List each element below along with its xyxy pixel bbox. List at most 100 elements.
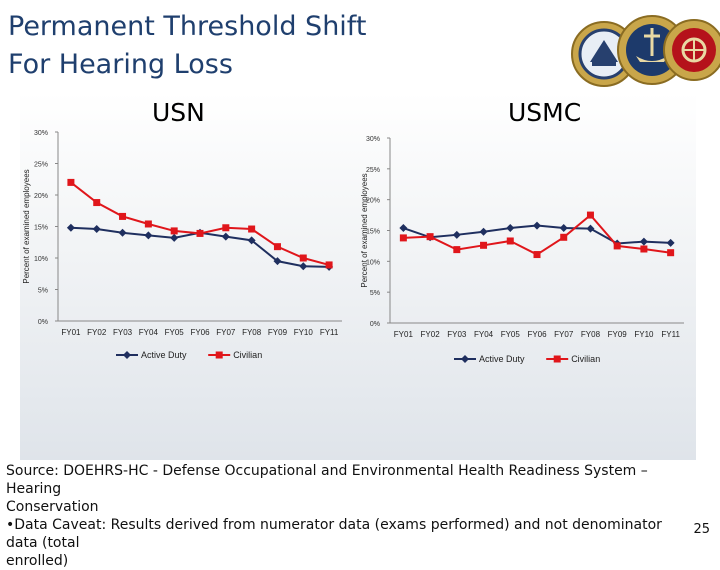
y-tick-label: 0% <box>38 319 48 326</box>
active-duty-point <box>170 233 179 242</box>
active-duty-point <box>452 230 461 239</box>
footnote-line3: •Data Caveat: Results derived from numer… <box>6 517 662 551</box>
legend-marker-active-duty <box>461 355 469 363</box>
x-tick-label: FY09 <box>268 328 288 337</box>
series-line-civilian <box>403 213 671 256</box>
service-seals <box>570 6 720 98</box>
active-duty-point <box>66 223 75 232</box>
active-duty-point <box>144 231 153 240</box>
active-duty-point <box>247 236 256 245</box>
civilian-point <box>506 237 514 245</box>
x-tick-label: FY07 <box>216 328 236 337</box>
x-tick-label: FY04 <box>474 330 494 339</box>
civilian-point <box>399 234 407 242</box>
active-duty-point <box>586 224 595 233</box>
x-tick-label: FY05 <box>165 328 185 337</box>
civilian-point <box>640 245 648 253</box>
x-tick-label: FY03 <box>113 328 133 337</box>
y-tick-label: 10% <box>366 259 380 266</box>
usn-line-chart: 0% 5% 10% 15% 20% 25% 30% FY01 FY02 FY03 FY04 FY05 F… <box>22 130 342 360</box>
civilian-point <box>170 227 178 235</box>
footnote-line1: Source: DOEHRS-HC - Defense Occupational… <box>6 463 648 497</box>
x-tick-label: FY01 <box>394 330 414 339</box>
footnote-line2: Conservation <box>6 499 99 515</box>
y-axis-label: Percent of examined employees <box>360 173 369 287</box>
y-tick-label: 30% <box>34 130 48 137</box>
civilian-point <box>67 178 75 186</box>
footnote-line4: enrolled) <box>6 553 69 569</box>
x-tick-label: FY01 <box>61 328 81 337</box>
page-number: 25 <box>693 522 710 537</box>
usmc-chart-title: USMC <box>508 98 582 127</box>
x-tick-label: FY05 <box>501 330 521 339</box>
legend-label: Civilian <box>233 350 262 360</box>
marine-corps-seal-logo <box>663 19 720 81</box>
civilian-point <box>248 225 256 233</box>
civilian-point <box>144 220 152 228</box>
chart-panel <box>20 92 696 460</box>
x-tick-label: FY02 <box>87 328 107 337</box>
legend-label: Active Duty <box>479 354 525 364</box>
y-tick-label: 25% <box>366 167 380 174</box>
legend-label: Active Duty <box>141 350 187 360</box>
y-tick-label: 25% <box>34 162 48 169</box>
x-tick-label: FY03 <box>447 330 467 339</box>
civilian-point <box>273 243 281 251</box>
active-duty-point <box>559 224 568 233</box>
x-tick-label: FY09 <box>608 330 628 339</box>
x-tick-label: FY02 <box>421 330 441 339</box>
slide-title-line1: Permanent Threshold Shift <box>8 11 367 42</box>
y-axis-label: Percent of examined employees <box>22 169 31 283</box>
civilian-point <box>426 233 434 241</box>
active-duty-point <box>479 227 488 236</box>
active-duty-point <box>399 224 408 233</box>
x-tick-label: FY10 <box>634 330 654 339</box>
usmc-line-chart: 0% 5% 10% 15% 20% 25% 30% FY01 FY02 FY03 FY04 FY05 F… <box>360 136 684 364</box>
civilian-point <box>222 224 230 232</box>
active-duty-point <box>92 225 101 234</box>
civilian-point <box>480 241 488 249</box>
usn-chart-title: USN <box>152 98 205 127</box>
source-footnote: Source: DOEHRS-HC - Defense Occupational… <box>6 462 686 570</box>
civilian-point <box>560 233 568 241</box>
civilian-point <box>299 254 307 262</box>
slide-title: Permanent Threshold Shift For Hearing Lo… <box>8 8 366 84</box>
active-duty-point <box>299 262 308 271</box>
series-line-civilian <box>70 181 330 266</box>
civilian-point <box>667 249 675 257</box>
civilian-point <box>93 199 101 207</box>
x-tick-label: FY07 <box>554 330 574 339</box>
slide-title-line2: For Hearing Loss <box>8 49 233 80</box>
active-duty-point <box>118 228 127 237</box>
x-tick-label: FY08 <box>242 328 262 337</box>
x-tick-label: FY08 <box>581 330 601 339</box>
x-tick-label: FY06 <box>190 328 210 337</box>
civilian-point <box>613 242 621 250</box>
y-tick-label: 15% <box>366 229 380 236</box>
legend-marker-civilian <box>553 355 561 363</box>
x-tick-label: FY10 <box>294 328 314 337</box>
legend-label: Civilian <box>571 354 600 364</box>
civilian-point <box>119 212 127 220</box>
civilian-point <box>533 251 541 259</box>
y-tick-label: 5% <box>370 290 380 297</box>
y-tick-label: 15% <box>34 225 48 232</box>
x-tick-label: FY11 <box>320 328 339 337</box>
civilian-point <box>453 246 461 254</box>
active-duty-point <box>221 232 230 241</box>
civilian-point <box>586 211 594 219</box>
active-duty-point <box>666 238 675 247</box>
y-tick-label: 10% <box>34 256 48 263</box>
y-tick-label: 20% <box>366 198 380 205</box>
active-duty-point <box>639 237 648 246</box>
legend-marker-civilian <box>215 351 223 359</box>
y-tick-label: 20% <box>34 193 48 200</box>
y-tick-label: 30% <box>366 136 380 143</box>
active-duty-point <box>533 221 541 230</box>
x-tick-label: FY11 <box>661 330 680 339</box>
active-duty-point <box>506 224 515 233</box>
legend-marker-active-duty <box>123 351 131 359</box>
y-tick-label: 0% <box>370 321 380 328</box>
civilian-point <box>196 229 204 237</box>
civilian-point <box>325 261 333 269</box>
